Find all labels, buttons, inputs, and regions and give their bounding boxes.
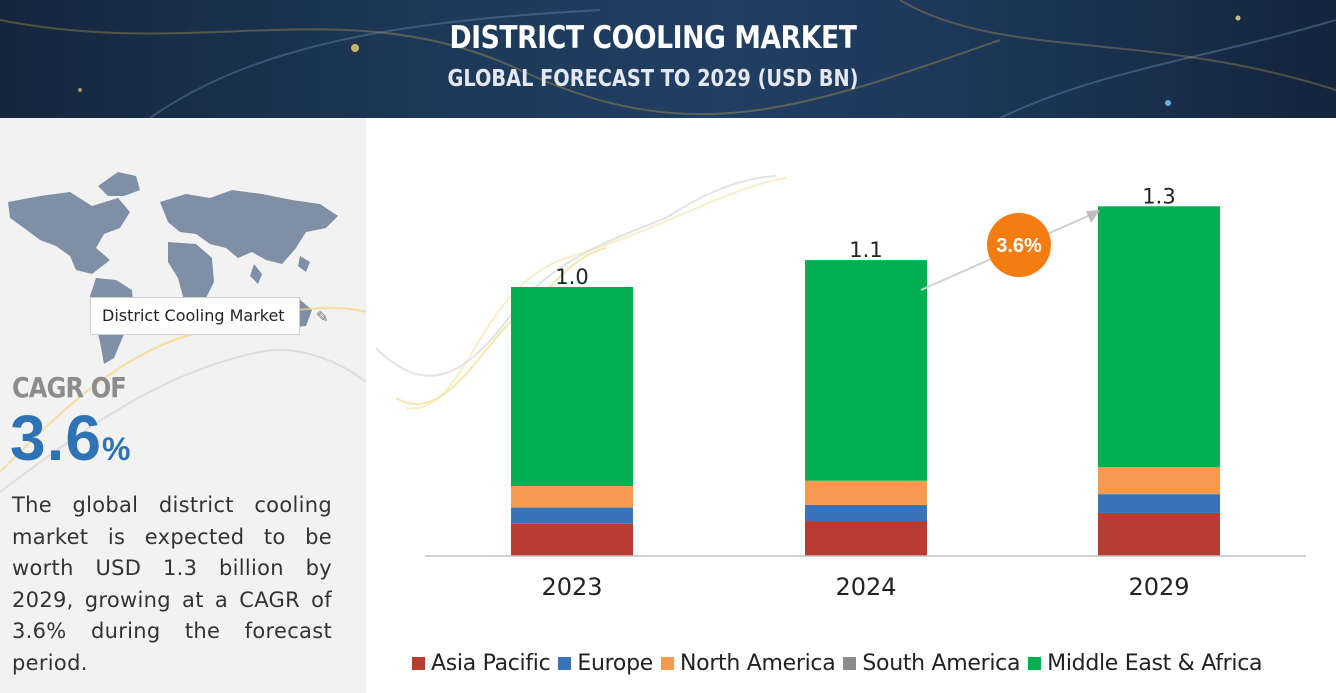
chart-area: 1.0 2023 1.1 2024 1.3 2029 3.6% Asia Pacific …	[366, 118, 1336, 693]
decor-curve	[375, 175, 777, 377]
page-title: DISTRICT COOLING MARKET	[449, 20, 857, 56]
x-tick-label-2023: 2023	[541, 573, 602, 601]
cagr-label: CAGR OF	[12, 371, 127, 404]
bar-segment-asia-pacific-2024	[805, 521, 927, 556]
world-map-icon	[0, 172, 366, 493]
bar-total-label-2024: 1.1	[849, 238, 882, 262]
trend-arrowhead	[1086, 210, 1100, 223]
bar-total-label-2023: 1.0	[555, 265, 588, 289]
banner-decoration	[0, 0, 1336, 118]
legend-item-europe: Europe	[558, 651, 653, 676]
header-banner: DISTRICT COOLING MARKET GLOBAL FORECAST …	[0, 0, 1336, 118]
cagr-percent-sign: %	[101, 431, 131, 467]
legend-swatch	[843, 657, 857, 670]
cagr-number: 3.6	[10, 402, 102, 474]
legend-item-asia-pacific: Asia Pacific	[412, 651, 551, 676]
bar-segment-asia-pacific-2023	[511, 523, 633, 556]
cagr-badge	[987, 213, 1051, 277]
x-tick-label-2029: 2029	[1128, 573, 1189, 601]
legend-label: South America	[862, 651, 1021, 676]
bar-segment-middle-east-africa-2024	[805, 260, 927, 481]
pencil-icon[interactable]: ✎	[316, 309, 329, 326]
legend-swatch	[1028, 657, 1042, 670]
bar-segment-europe-2029	[1098, 494, 1220, 513]
cagr-value: 3.6%	[10, 406, 130, 470]
bar-segment-north-america-2023	[511, 486, 633, 508]
legend-label: North America	[680, 651, 836, 676]
page-subtitle: GLOBAL FORECAST TO 2029 (USD BN)	[447, 66, 859, 92]
legend-item-south-america: South America	[843, 651, 1020, 676]
bar-segment-north-america-2024	[805, 480, 927, 505]
bar-segment-middle-east-africa-2023	[511, 287, 633, 487]
chart-legend: Asia Pacific Europe North America South …	[412, 651, 1270, 676]
x-tick-label-2024: 2024	[835, 573, 896, 601]
bar-segment-middle-east-africa-2029	[1098, 206, 1220, 468]
legend-swatch	[412, 657, 425, 670]
bar-segment-europe-2024	[805, 504, 927, 522]
legend-label: Middle East & Africa	[1047, 651, 1263, 676]
bar-segment-europe-2023	[511, 507, 633, 524]
map-tooltip: District Cooling Market	[90, 297, 300, 335]
market-description: The global district cooling market is ex…	[12, 493, 332, 675]
cagr-badge-label: 3.6%	[996, 235, 1042, 257]
legend-label: Europe	[577, 651, 653, 676]
stacked-bar-chart: 1.0 2023 1.1 2024 1.3 2029 3.6%	[375, 175, 1306, 601]
legend-swatch	[661, 657, 674, 670]
legend-item-north-america: North America	[661, 651, 836, 676]
left-panel: District Cooling Market ✎ CAGR OF 3.6% T…	[0, 118, 366, 693]
bar-segment-asia-pacific-2029	[1098, 512, 1220, 556]
bar-segment-north-america-2029	[1098, 467, 1220, 495]
decor-curve	[405, 177, 787, 410]
legend-swatch	[558, 657, 572, 670]
bar-total-label-2029: 1.3	[1142, 184, 1175, 208]
legend-label: Asia Pacific	[431, 651, 551, 676]
legend-item-middle-east-africa: Middle East & Africa	[1028, 651, 1262, 676]
